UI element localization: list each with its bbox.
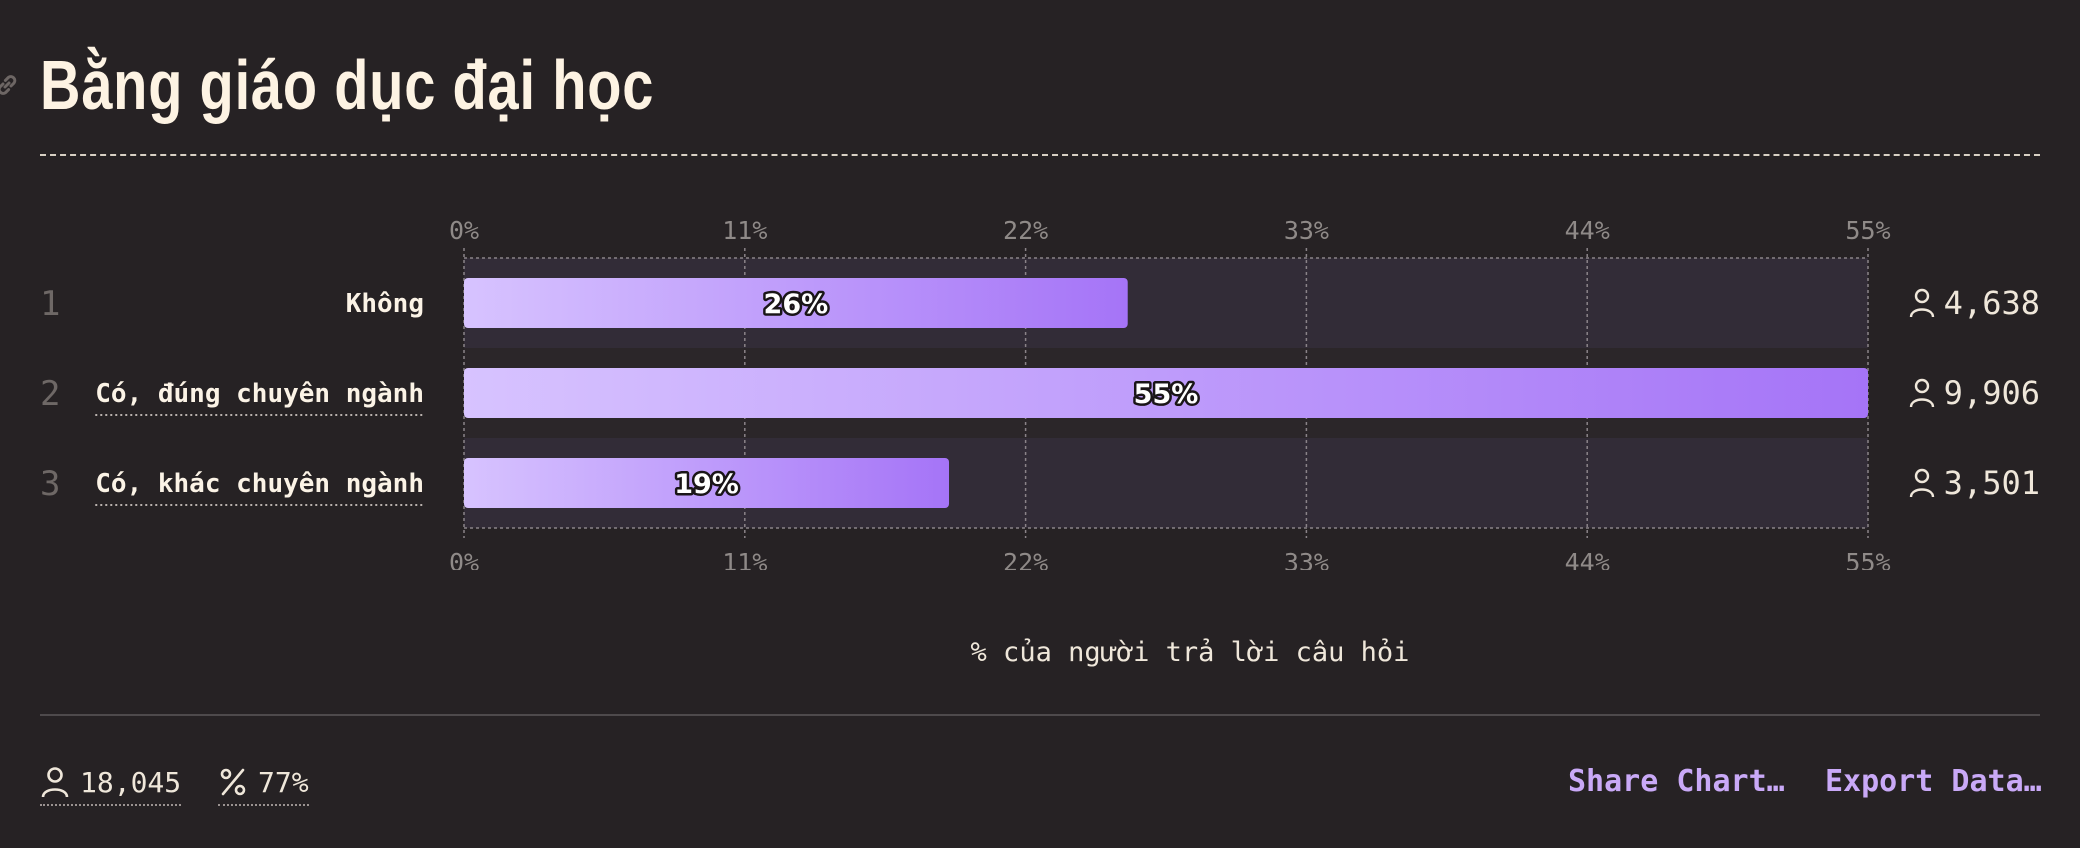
category-label[interactable]: Có, đúng chuyên ngành: [95, 379, 424, 409]
bar[interactable]: [464, 368, 1868, 418]
tick-label: 33%: [1284, 216, 1329, 245]
tick-label: 55%: [1845, 548, 1890, 570]
respondents-count: 18,045: [80, 765, 182, 799]
bar[interactable]: [464, 458, 950, 508]
respondent-count: 3,501: [1944, 464, 2040, 502]
tick-label: 55%: [1845, 216, 1890, 245]
export-data-button[interactable]: Export Data…: [1825, 764, 2042, 799]
category-label: Không: [346, 289, 424, 319]
bar[interactable]: [464, 278, 1128, 328]
share-chart-button[interactable]: Share Chart…: [1568, 764, 1785, 799]
bar-chart: 0% 11% 22% 33% 44% 55% 0% 11% 22% 33% 44% 55% 26% 5…: [40, 216, 2040, 570]
page-title: Bằng giáo dục đại học: [40, 46, 655, 124]
tick-label: 22%: [1003, 548, 1048, 570]
title-divider: [40, 154, 2040, 156]
person-icon: [41, 767, 69, 798]
row-rank: 3: [40, 464, 60, 504]
person-icon: [1909, 468, 1935, 498]
link-icon[interactable]: [0, 72, 20, 98]
bar-value-label: 26%: [764, 289, 829, 320]
bar-value-label: 19%: [674, 469, 739, 500]
respondents-total[interactable]: 18,045: [40, 762, 182, 806]
tick-label: 11%: [722, 548, 767, 570]
percent-icon: [220, 768, 246, 796]
person-icon: [1909, 288, 1935, 318]
tick-label: 0%: [449, 216, 479, 245]
respondent-count: 4,638: [1944, 284, 2040, 322]
row-rank: 2: [40, 374, 60, 414]
row-rank: 1: [40, 284, 60, 324]
x-axis-label: % của người trả lời câu hỏi: [970, 637, 1410, 668]
footer-divider: [40, 714, 2040, 716]
tick-label: 0%: [449, 548, 479, 570]
respondent-count: 9,906: [1944, 374, 2040, 412]
tick-label: 11%: [722, 216, 767, 245]
tick-label: 22%: [1003, 216, 1048, 245]
response-rate-value: 77%: [258, 765, 309, 799]
response-rate[interactable]: 77%: [218, 762, 309, 806]
bar-value-label: 55%: [1134, 379, 1199, 410]
tick-label: 44%: [1565, 216, 1610, 245]
tick-label: 44%: [1565, 548, 1610, 570]
category-label[interactable]: Có, khác chuyên ngành: [95, 469, 424, 499]
tick-label: 33%: [1284, 548, 1329, 570]
person-icon: [1909, 378, 1935, 408]
